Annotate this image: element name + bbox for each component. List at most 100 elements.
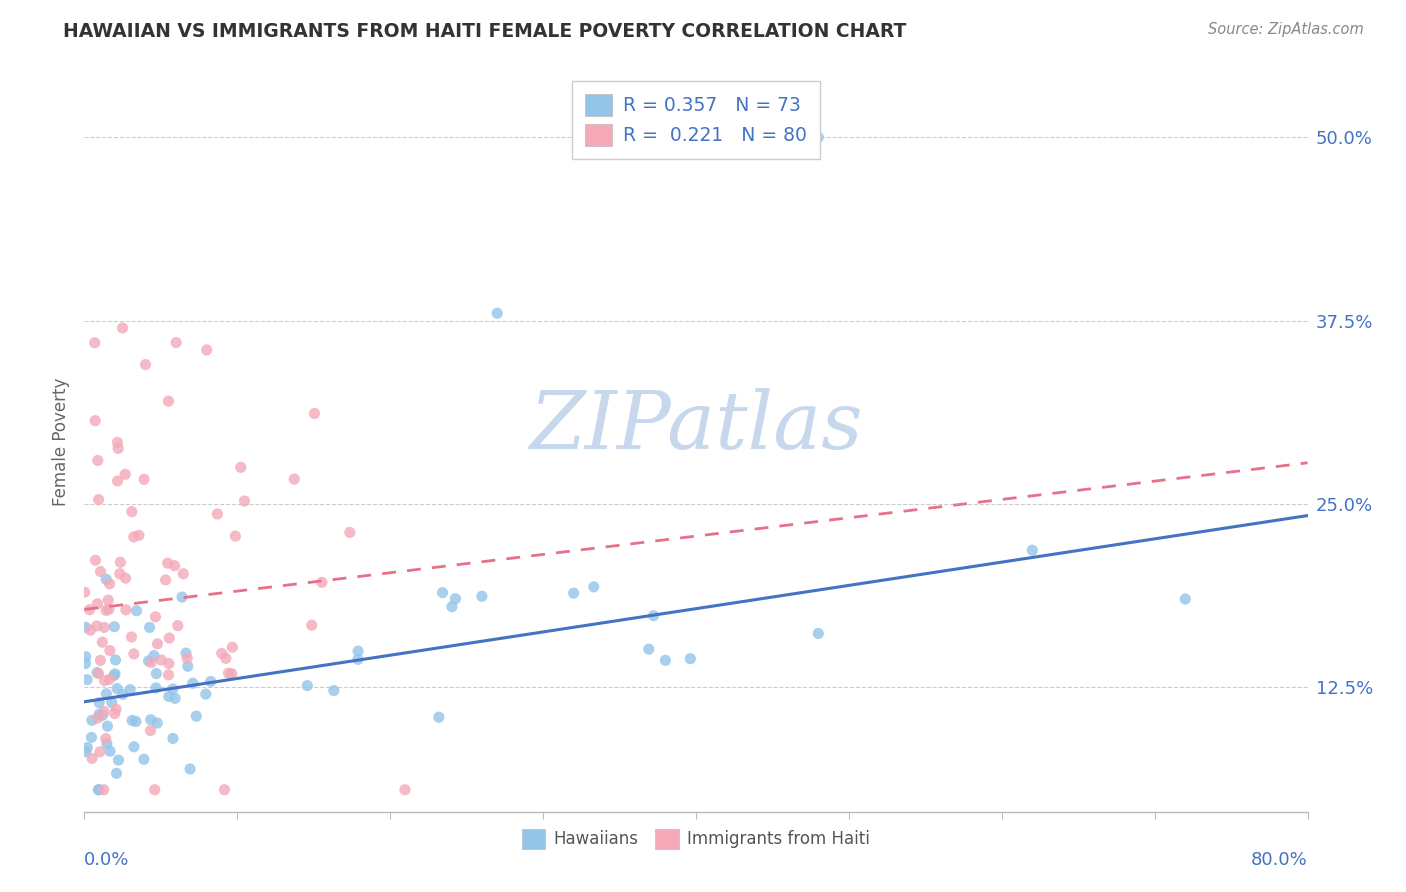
Point (162, 731, 184, 746)
Point (105, 702, 128, 716)
Point (96, 687, 118, 701)
Point (73, 585, 96, 599)
Point (107, 753, 129, 767)
Point (120, 682, 142, 697)
Point (75, 657, 97, 671)
Point (132, 752, 155, 766)
Point (229, 460, 252, 475)
Point (75, 649, 97, 664)
Point (145, 681, 167, 695)
Point (654, 653, 676, 667)
Point (157, 657, 180, 671)
Point (176, 651, 198, 665)
Point (394, 782, 416, 797)
Point (103, 620, 125, 634)
Legend: Hawaiians, Immigrants from Haiti: Hawaiians, Immigrants from Haiti (516, 822, 876, 855)
Point (122, 530, 145, 544)
Point (172, 566, 194, 581)
Point (146, 637, 169, 651)
Point (157, 394, 180, 409)
Point (195, 343, 218, 357)
Point (111, 687, 134, 701)
Point (97, 593, 120, 607)
Point (91, 635, 114, 649)
Point (83, 335, 105, 350)
Point (322, 683, 344, 698)
Point (96, 603, 118, 617)
Point (115, 603, 138, 617)
Point (103, 668, 125, 682)
Point (89, 745, 111, 759)
Point (170, 590, 193, 604)
Point (108, 566, 131, 581)
Point (582, 580, 605, 594)
Point (143, 782, 166, 797)
Point (122, 647, 145, 661)
Point (105, 435, 128, 450)
Point (145, 666, 167, 681)
Point (87, 782, 110, 797)
Point (76, 740, 98, 755)
Text: 0.0%: 0.0% (84, 851, 129, 869)
Point (138, 654, 160, 668)
Point (93, 620, 115, 634)
Text: ZIPatlas: ZIPatlas (529, 388, 863, 466)
Point (89, 707, 111, 722)
Point (150, 653, 173, 667)
Point (135, 358, 157, 372)
Point (76, 673, 98, 687)
Point (200, 674, 222, 689)
Point (146, 716, 169, 731)
Point (100, 695, 122, 709)
Point (347, 644, 370, 658)
Point (304, 407, 326, 421)
Point (104, 666, 127, 681)
Point (162, 681, 184, 696)
Point (98, 643, 121, 657)
Point (125, 604, 148, 618)
Point (80, 714, 103, 728)
Text: HAWAIIAN VS IMMIGRANTS FROM HAITI FEMALE POVERTY CORRELATION CHART: HAWAIIAN VS IMMIGRANTS FROM HAITI FEMALE… (63, 22, 907, 41)
Point (80, 751, 103, 765)
Point (104, 706, 127, 721)
Point (114, 571, 136, 585)
Point (181, 676, 204, 690)
Point (347, 652, 370, 666)
Point (121, 630, 143, 644)
Point (84, 414, 107, 428)
Point (105, 681, 128, 696)
Point (86, 597, 108, 611)
Point (427, 710, 450, 724)
Point (807, 130, 830, 145)
Point (444, 591, 467, 606)
Point (111, 321, 134, 335)
Point (79, 624, 101, 638)
Point (339, 525, 361, 540)
Point (87, 492, 110, 507)
Point (87, 711, 110, 725)
Point (93, 673, 115, 688)
Point (177, 659, 200, 673)
Point (297, 679, 319, 693)
Point (165, 691, 187, 706)
Point (207, 507, 229, 521)
Point (211, 646, 233, 660)
Point (139, 723, 162, 738)
Point (215, 651, 238, 665)
Point (679, 651, 702, 665)
Point (93, 782, 115, 797)
Point (96, 719, 118, 733)
Point (138, 620, 160, 634)
Point (132, 472, 155, 486)
Point (471, 590, 494, 604)
Point (79, 603, 101, 617)
Point (94, 731, 117, 746)
Point (218, 666, 240, 681)
Point (166, 618, 188, 632)
Point (145, 609, 167, 624)
Point (80, 731, 103, 745)
Point (97, 602, 120, 616)
Point (122, 739, 145, 754)
Point (86, 619, 108, 633)
Point (96, 737, 118, 751)
